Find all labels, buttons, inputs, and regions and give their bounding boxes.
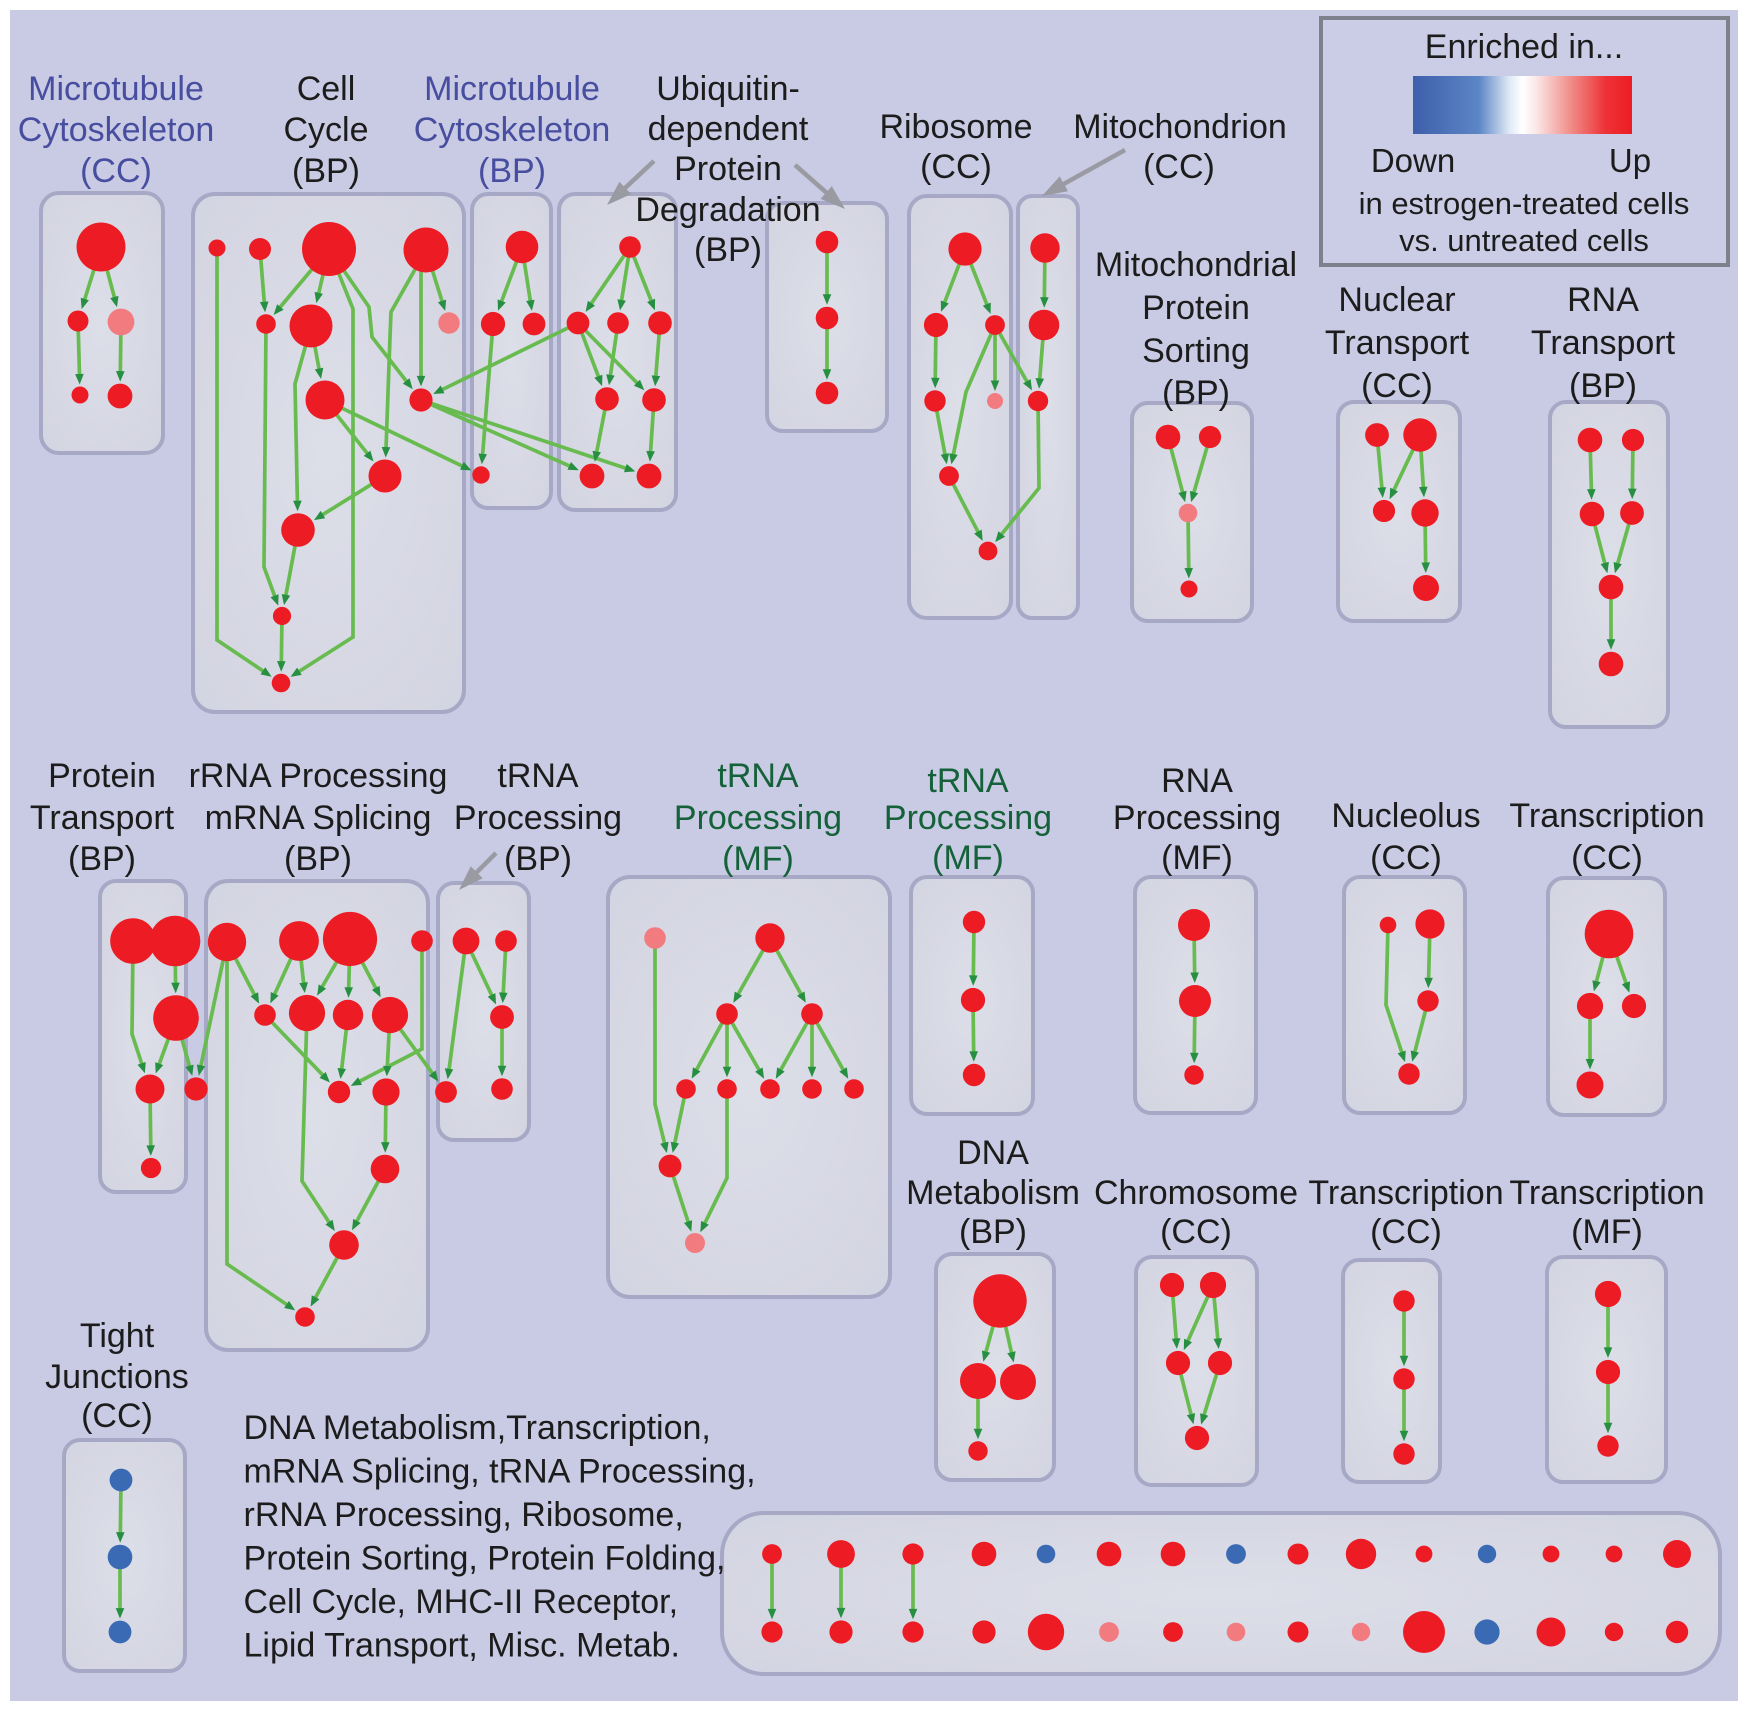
svg-text:Cycle: Cycle <box>283 111 368 149</box>
svg-text:Transport: Transport <box>1325 324 1470 362</box>
svg-text:(MF): (MF) <box>1571 1213 1643 1251</box>
svg-text:(BP): (BP) <box>284 840 352 878</box>
svg-text:Enriched in...: Enriched in... <box>1425 28 1623 66</box>
svg-text:Protein: Protein <box>1142 289 1250 327</box>
svg-text:in estrogen-treated cells: in estrogen-treated cells <box>1359 186 1690 221</box>
svg-text:Nucleolus: Nucleolus <box>1331 797 1480 835</box>
svg-text:Chromosome: Chromosome <box>1094 1174 1298 1212</box>
svg-text:Down: Down <box>1371 142 1455 179</box>
svg-text:(MF): (MF) <box>1161 839 1233 877</box>
svg-text:Mitochondrial: Mitochondrial <box>1095 246 1297 284</box>
svg-text:rRNA Processing: rRNA Processing <box>189 757 448 795</box>
svg-text:(MF): (MF) <box>722 840 794 878</box>
svg-text:Ubiquitin-: Ubiquitin- <box>656 70 800 108</box>
svg-text:DNA: DNA <box>957 1134 1029 1172</box>
svg-text:Protein: Protein <box>48 757 156 795</box>
svg-text:Up: Up <box>1609 142 1651 179</box>
svg-text:RNA: RNA <box>1567 281 1639 319</box>
svg-text:Junctions: Junctions <box>45 1358 189 1396</box>
svg-text:Cell Cycle, MHC-II Receptor,: Cell Cycle, MHC-II Receptor, <box>244 1583 679 1621</box>
svg-text:(BP): (BP) <box>1569 367 1637 405</box>
svg-text:(CC): (CC) <box>81 1397 153 1435</box>
svg-text:DNA Metabolism,Transcription,: DNA Metabolism,Transcription, <box>244 1409 711 1447</box>
svg-text:(BP): (BP) <box>292 152 360 190</box>
svg-text:(CC): (CC) <box>920 148 992 186</box>
svg-text:Mitochondrion: Mitochondrion <box>1073 108 1287 146</box>
svg-text:Cytoskeleton: Cytoskeleton <box>18 111 215 149</box>
svg-text:rRNA Processing, Ribosome,: rRNA Processing, Ribosome, <box>244 1496 684 1534</box>
svg-text:Tight: Tight <box>80 1317 155 1355</box>
svg-text:Microtubule: Microtubule <box>424 70 600 108</box>
svg-text:(BP): (BP) <box>478 152 546 190</box>
svg-text:Ribosome: Ribosome <box>879 108 1032 146</box>
svg-text:(CC): (CC) <box>1361 367 1433 405</box>
svg-text:Transcription: Transcription <box>1509 797 1704 835</box>
svg-text:Processing: Processing <box>1113 799 1281 837</box>
svg-text:(BP): (BP) <box>694 231 762 269</box>
svg-text:(CC): (CC) <box>80 152 152 190</box>
svg-text:Nuclear: Nuclear <box>1338 281 1455 319</box>
svg-text:Cytoskeleton: Cytoskeleton <box>414 111 611 149</box>
svg-text:Microtubule: Microtubule <box>28 70 204 108</box>
svg-text:Degradation: Degradation <box>635 191 820 229</box>
svg-text:Transport: Transport <box>1531 324 1676 362</box>
svg-text:Sorting: Sorting <box>1142 332 1250 370</box>
svg-text:Processing: Processing <box>674 799 842 837</box>
svg-text:(CC): (CC) <box>1571 839 1643 877</box>
svg-text:Processing: Processing <box>884 799 1052 837</box>
svg-text:(CC): (CC) <box>1370 839 1442 877</box>
svg-text:Transport: Transport <box>30 799 175 837</box>
svg-text:(MF): (MF) <box>932 839 1004 877</box>
svg-text:Processing: Processing <box>454 799 622 837</box>
svg-text:Metabolism: Metabolism <box>906 1174 1080 1212</box>
svg-text:(CC): (CC) <box>1370 1213 1442 1251</box>
svg-text:tRNA: tRNA <box>717 757 799 795</box>
svg-text:(BP): (BP) <box>1162 374 1230 412</box>
svg-text:Cell: Cell <box>297 70 356 108</box>
svg-text:dependent: dependent <box>648 110 809 148</box>
svg-text:vs. untreated cells: vs. untreated cells <box>1399 223 1649 258</box>
svg-text:Transcription: Transcription <box>1509 1174 1704 1212</box>
svg-text:tRNA: tRNA <box>927 762 1009 800</box>
svg-text:Protein Sorting, Protein Foldi: Protein Sorting, Protein Folding, <box>244 1540 726 1578</box>
svg-text:Lipid Transport, Misc. Metab.: Lipid Transport, Misc. Metab. <box>244 1627 681 1665</box>
svg-text:tRNA: tRNA <box>497 757 579 795</box>
svg-text:Protein: Protein <box>674 150 782 188</box>
svg-text:mRNA Splicing: mRNA Splicing <box>205 799 432 837</box>
svg-text:(CC): (CC) <box>1160 1213 1232 1251</box>
svg-text:Transcription: Transcription <box>1308 1174 1503 1212</box>
svg-text:(BP): (BP) <box>68 840 136 878</box>
svg-text:(BP): (BP) <box>504 840 572 878</box>
svg-text:(CC): (CC) <box>1143 148 1215 186</box>
svg-text:RNA: RNA <box>1161 762 1233 800</box>
svg-text:mRNA Splicing, tRNA Processing: mRNA Splicing, tRNA Processing, <box>244 1453 756 1491</box>
svg-text:(BP): (BP) <box>959 1213 1027 1251</box>
